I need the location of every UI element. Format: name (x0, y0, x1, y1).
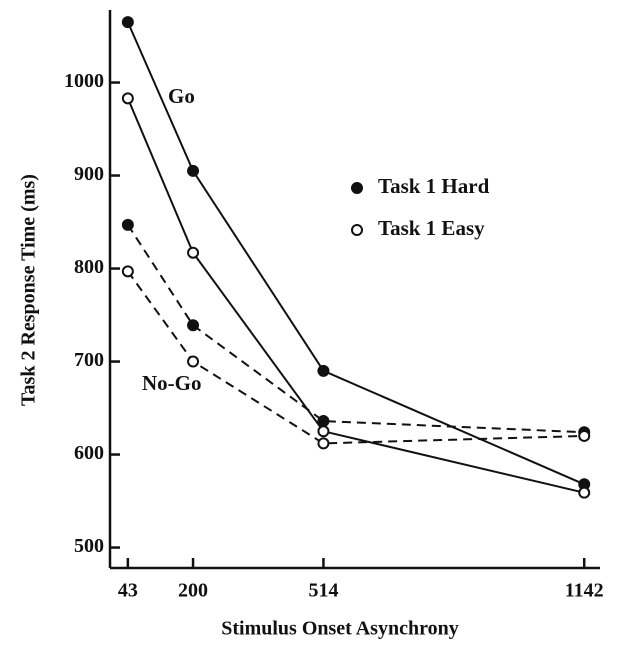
point (317, 364, 330, 377)
point (121, 92, 134, 105)
x-tick-label: 200 (178, 580, 208, 602)
legend-marker (351, 182, 363, 194)
point (578, 486, 591, 499)
legend-label: Task 1 Easy (378, 216, 485, 240)
legend-marker (351, 224, 363, 236)
point (121, 218, 134, 231)
point (187, 246, 200, 259)
point (317, 415, 330, 428)
point (121, 265, 134, 278)
y-tick-label: 700 (74, 349, 104, 371)
series-line (127, 224, 585, 434)
point (187, 319, 200, 332)
annotation: No-Go (142, 371, 202, 395)
point (187, 164, 200, 177)
point (121, 16, 134, 29)
point (317, 437, 330, 450)
x-tick-label: 1142 (565, 580, 604, 602)
series-line (126, 97, 585, 494)
y-tick-label: 500 (74, 535, 104, 557)
x-axis-title: Stimulus Onset Asynchrony (221, 618, 458, 640)
point (578, 429, 591, 442)
y-tick-label: 800 (74, 256, 104, 278)
x-tick-label: 514 (308, 580, 338, 602)
y-tick-label: 900 (74, 163, 104, 185)
annotation: Go (168, 84, 195, 108)
series-line (127, 270, 585, 445)
y-tick-label: 600 (74, 442, 104, 464)
y-axis-title: Task 2 Response Time (ms) (18, 174, 40, 406)
x-tick-label: 43 (118, 580, 138, 602)
point (317, 425, 330, 438)
point (187, 355, 200, 368)
legend-label: Task 1 Hard (378, 174, 490, 198)
y-tick-label: 1000 (64, 70, 104, 92)
